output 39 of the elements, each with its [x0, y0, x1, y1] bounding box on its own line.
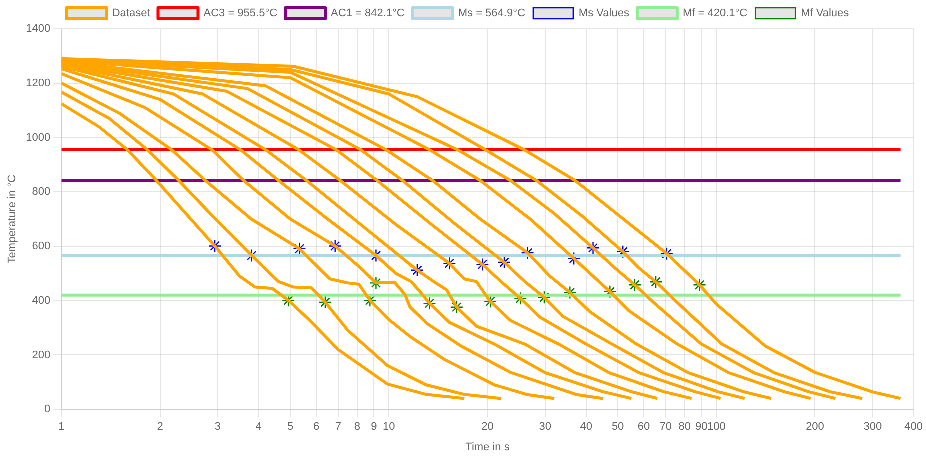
y-tick-label: 0 [44, 404, 51, 416]
x-tick-label: 2 [157, 421, 164, 434]
y-tick-label: 1000 [26, 132, 51, 144]
x-tick-label: 80 [678, 421, 692, 434]
y-tick-label: 1200 [26, 77, 51, 90]
x-tick-label: 50 [612, 421, 624, 434]
x-tick-label: 3 [214, 421, 221, 434]
x-tick-label: 300 [864, 421, 882, 434]
x-tick-label: 70 [660, 421, 672, 434]
x-tick-label: 60 [638, 421, 650, 434]
x-tick-label: 20 [482, 421, 494, 434]
legend-label: Mf Values [801, 8, 850, 20]
x-tick-label: 1 [58, 421, 65, 434]
x-tick-label: 10 [383, 421, 396, 434]
legend-label: Dataset [112, 8, 150, 20]
x-axis-title: Time in s [466, 441, 510, 454]
legend-label: Mf = 420.1°C [682, 8, 748, 20]
legend-label: AC1 = 842.1°C [331, 8, 405, 20]
x-tick-label: 40 [580, 421, 592, 434]
y-tick-label: 800 [32, 186, 51, 198]
legend-label: Ms Values [578, 8, 630, 20]
x-tick-label: 100 [707, 421, 726, 434]
x-tick-label: 9 [371, 421, 378, 434]
y-tick-label: 1400 [26, 23, 51, 36]
x-tick-label: 8 [354, 421, 360, 434]
y-axis-title: Temperature in °C [6, 174, 19, 264]
x-tick-label: 7 [335, 421, 342, 434]
x-tick-label: 90 [696, 421, 708, 434]
y-tick-label: 600 [32, 240, 51, 253]
y-tick-label: 400 [32, 294, 51, 307]
x-tick-label: 400 [904, 421, 924, 434]
x-tick-label: 5 [288, 421, 294, 434]
y-tick-label: 200 [32, 349, 51, 362]
x-tick-label: 6 [313, 421, 320, 434]
x-tick-label: 4 [256, 421, 262, 434]
legend-label: Ms = 564.9°C [458, 8, 526, 20]
x-tick-label: 200 [806, 421, 824, 434]
x-tick-label: 30 [539, 421, 552, 434]
legend-label: AC3 = 955.5°C [204, 8, 278, 20]
